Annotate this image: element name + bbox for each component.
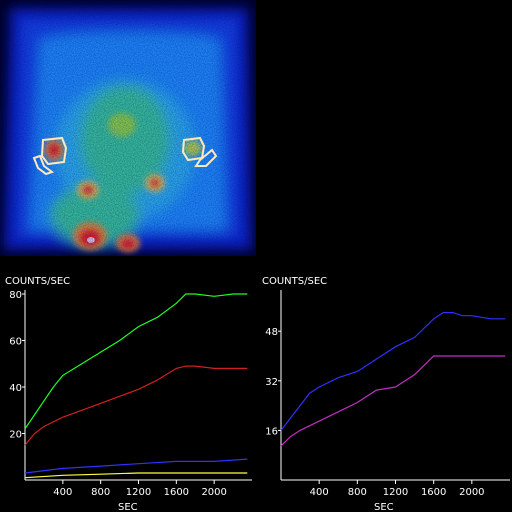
x-axis-label: SEC <box>374 502 394 512</box>
x-tick-label: 1600 <box>421 487 446 498</box>
y-axis-label: COUNTS/SEC <box>5 276 70 287</box>
time-activity-chart-left: COUNTS/SEC SEC 400 800 1200 1600 2000 20 40 60 8… <box>5 276 252 512</box>
x-tick-label: 800 <box>348 487 367 498</box>
time-activity-chart-right: COUNTS/SEC SEC 400 800 1200 1600 2000 16 32 48 <box>262 276 510 512</box>
y-tick-label: 32 <box>265 377 278 388</box>
y-tick-label: 60 <box>9 337 22 348</box>
x-tick-label: 800 <box>91 487 110 498</box>
x-tick-label: 1200 <box>383 487 408 498</box>
series-line-1 <box>280 311 506 431</box>
series-line-1 <box>24 293 248 430</box>
scintigraphy-image <box>0 0 256 256</box>
empty-panel <box>256 0 512 256</box>
y-tick-label: 16 <box>265 426 278 437</box>
series-line-2 <box>24 365 248 446</box>
y-tick-label: 48 <box>265 327 278 338</box>
x-axis-label: SEC <box>118 502 138 512</box>
x-tick-label: 2000 <box>459 487 484 498</box>
y-tick-label: 80 <box>9 290 22 301</box>
x-tick-label: 1200 <box>126 487 151 498</box>
series-line-2 <box>280 355 506 447</box>
y-axis-label: COUNTS/SEC <box>262 276 327 287</box>
y-tick-label: 40 <box>9 383 22 394</box>
series-line-3 <box>24 458 248 474</box>
y-tick-label: 20 <box>9 430 22 441</box>
x-tick-label: 2000 <box>201 487 226 498</box>
x-tick-label: 1600 <box>164 487 189 498</box>
series-line-4 <box>24 472 248 479</box>
x-tick-label: 400 <box>310 487 329 498</box>
x-tick-label: 400 <box>53 487 72 498</box>
